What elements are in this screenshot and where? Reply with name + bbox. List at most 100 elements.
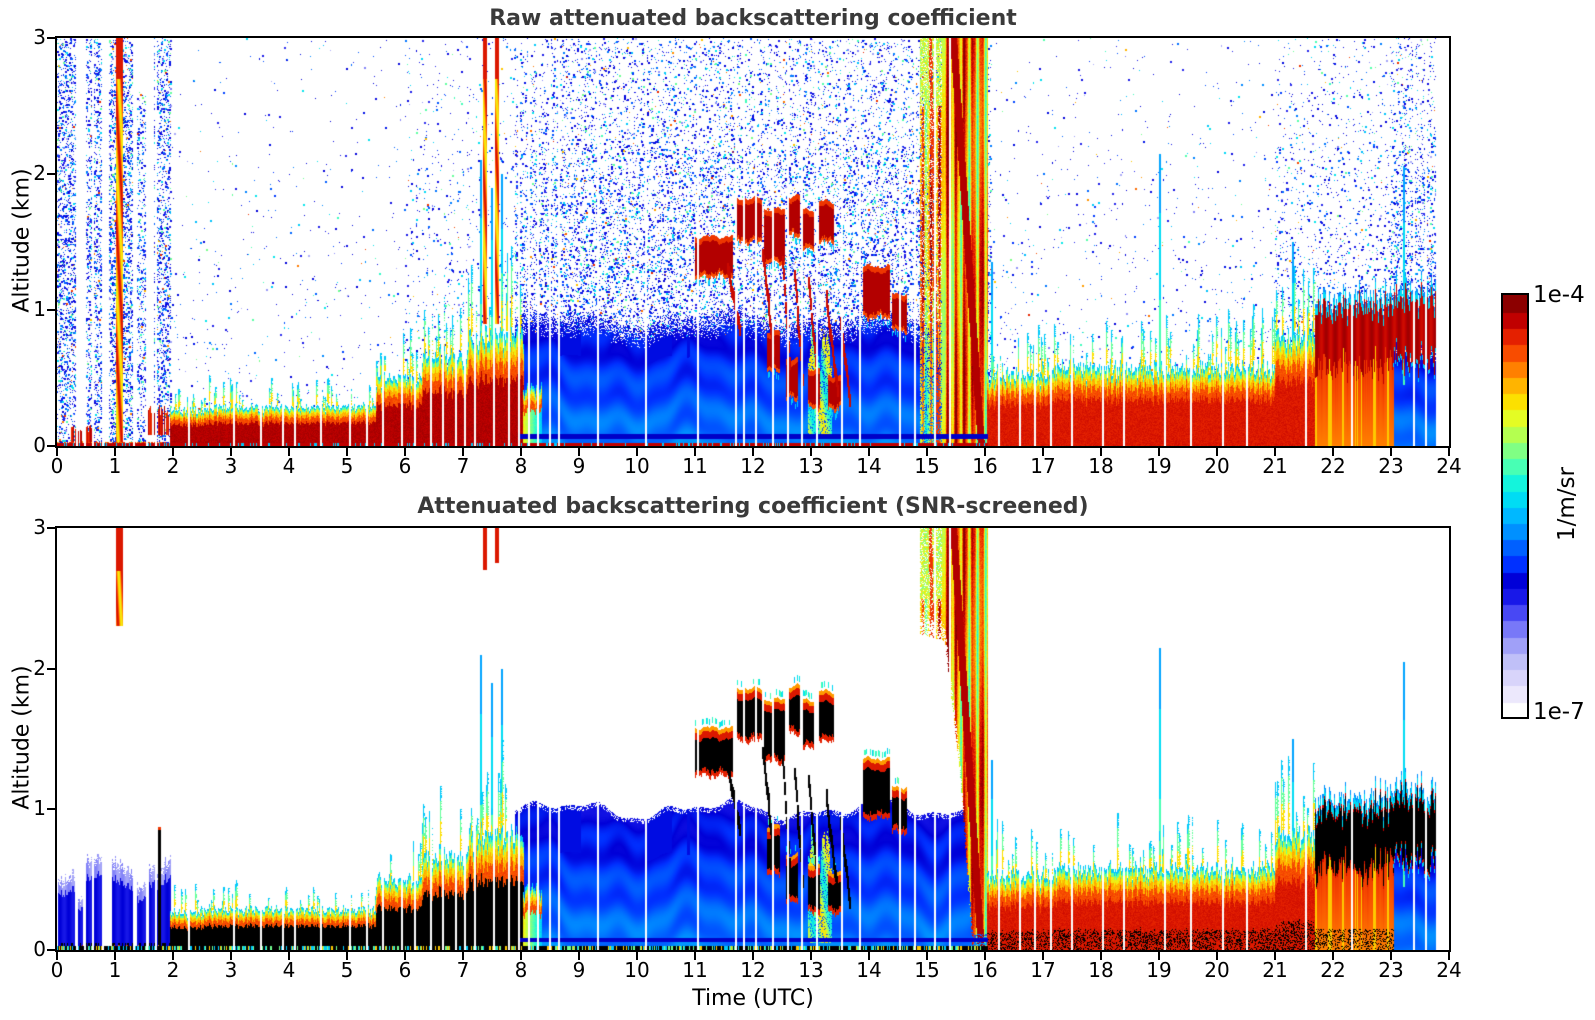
x-tick [172, 448, 174, 456]
x-tick [1332, 448, 1334, 456]
x-tick [636, 448, 638, 456]
x-tick [1100, 448, 1102, 456]
colorbar-canvas [1503, 295, 1527, 717]
raw-panel-frame [55, 36, 1451, 448]
x-tick-label: 15 [914, 958, 940, 982]
x-tick-label: 18 [1088, 958, 1114, 982]
colorbar-max-label: 1e-4 [1533, 282, 1585, 308]
x-tick [1448, 448, 1450, 456]
x-tick [868, 952, 870, 960]
x-tick [1332, 952, 1334, 960]
x-tick [1216, 952, 1218, 960]
x-tick [520, 952, 522, 960]
x-tick [868, 448, 870, 456]
x-tick-label: 5 [340, 454, 354, 478]
x-tick [1390, 952, 1392, 960]
x-tick-label: 24 [1436, 454, 1462, 478]
x-tick-label: 1 [108, 454, 122, 478]
y-tick [47, 527, 55, 529]
raw-panel-title: Raw attenuated backscattering coefficien… [489, 6, 1017, 31]
colorbar-min-label: 1e-7 [1533, 699, 1585, 725]
x-tick-label: 16 [972, 958, 998, 982]
x-tick [404, 952, 406, 960]
x-tick [984, 448, 986, 456]
y-tick [47, 173, 55, 175]
y-tick-label: 0 [33, 937, 46, 961]
x-tick [926, 448, 928, 456]
x-tick-label: 20 [1204, 454, 1230, 478]
x-tick [230, 952, 232, 960]
x-tick [346, 952, 348, 960]
x-tick [984, 952, 986, 960]
x-tick-label: 18 [1088, 454, 1114, 478]
x-tick-label: 21 [1262, 958, 1288, 982]
x-tick-label: 23 [1378, 958, 1404, 982]
x-tick-label: 11 [682, 958, 708, 982]
x-tick-label: 12 [740, 958, 766, 982]
x-tick [346, 448, 348, 456]
x-tick [1158, 448, 1160, 456]
x-tick-label: 5 [340, 958, 354, 982]
x-tick [926, 952, 928, 960]
x-tick-label: 4 [282, 958, 296, 982]
x-tick-label: 10 [624, 454, 650, 478]
x-tick [288, 448, 290, 456]
x-tick [636, 952, 638, 960]
x-tick [114, 448, 116, 456]
x-tick-label: 22 [1320, 958, 1346, 982]
x-tick [1158, 952, 1160, 960]
x-tick [1448, 952, 1450, 960]
x-tick [1042, 448, 1044, 456]
x-tick-label: 19 [1146, 958, 1172, 982]
screened-panel-frame [55, 526, 1451, 952]
y-tick-label: 0 [33, 433, 46, 457]
x-tick [810, 952, 812, 960]
x-tick-label: 13 [798, 454, 824, 478]
x-tick [752, 952, 754, 960]
x-tick-label: 7 [456, 454, 470, 478]
y-tick [47, 445, 55, 447]
x-tick [694, 952, 696, 960]
y-tick [47, 37, 55, 39]
y-tick-label: 1 [33, 297, 46, 321]
x-tick [172, 952, 174, 960]
x-tick [114, 952, 116, 960]
y-tick-label: 1 [33, 796, 46, 821]
x-tick-label: 15 [914, 454, 940, 478]
x-tick-label: 14 [856, 958, 882, 982]
x-tick-label: 0 [50, 958, 64, 982]
x-tick-label: 6 [398, 454, 412, 478]
x-tick [520, 448, 522, 456]
x-tick-label: 6 [398, 958, 412, 982]
y-tick-label: 3 [33, 25, 46, 49]
x-tick [810, 448, 812, 456]
x-tick-label: 9 [572, 958, 586, 982]
x-tick-label: 19 [1146, 454, 1172, 478]
x-tick-label: 22 [1320, 454, 1346, 478]
x-tick-label: 21 [1262, 454, 1288, 478]
x-tick-label: 23 [1378, 454, 1404, 478]
x-tick [1390, 448, 1392, 456]
x-tick-label: 7 [456, 958, 470, 982]
x-tick [578, 448, 580, 456]
y-tick [47, 667, 55, 670]
x-tick [462, 952, 464, 960]
x-tick-label: 4 [282, 454, 296, 478]
x-tick-label: 24 [1436, 958, 1462, 982]
x-axis-label: Time (UTC) [692, 986, 814, 1011]
x-tick [288, 952, 290, 960]
y-tick-label: 2 [33, 161, 46, 185]
x-tick-label: 17 [1030, 454, 1056, 478]
x-tick [578, 952, 580, 960]
x-tick [404, 448, 406, 456]
x-tick [1274, 448, 1276, 456]
x-tick-label: 11 [682, 454, 708, 478]
x-tick-label: 8 [514, 454, 528, 478]
screened-panel-title: Attenuated backscattering coefficient (S… [417, 494, 1089, 519]
x-tick [56, 952, 58, 960]
x-tick [694, 448, 696, 456]
y-tick [47, 808, 55, 811]
y-tick-label: 3 [33, 515, 46, 539]
x-tick-label: 12 [740, 454, 766, 478]
